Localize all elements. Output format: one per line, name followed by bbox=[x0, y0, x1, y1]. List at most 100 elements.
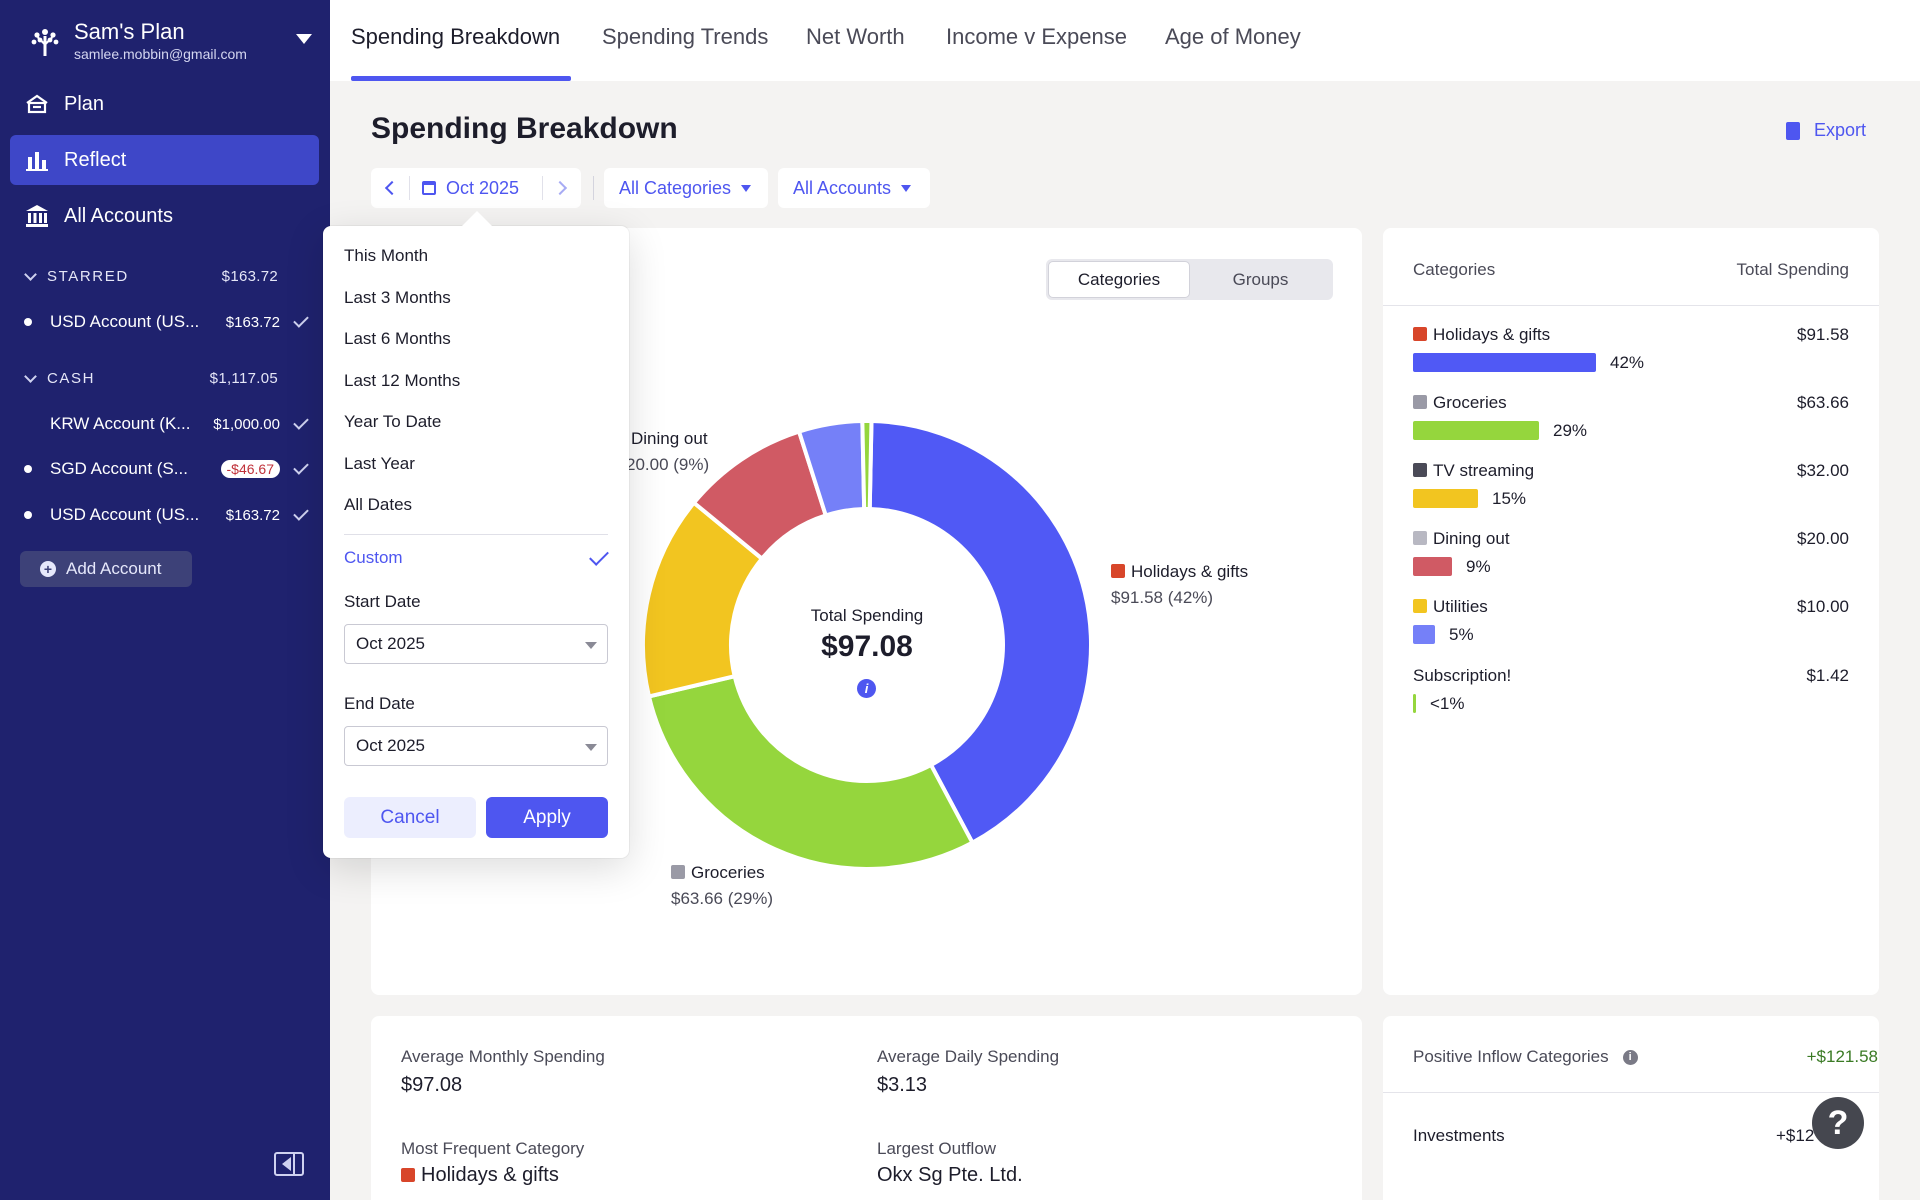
category-name: Subscription! bbox=[1413, 666, 1511, 686]
account-item[interactable]: USD Account (US... $163.72 bbox=[24, 500, 309, 530]
category-name-text: Dining out bbox=[1433, 529, 1510, 548]
tv-icon bbox=[1413, 463, 1427, 477]
group-label: CASH bbox=[47, 369, 96, 387]
category-percent: 29% bbox=[1553, 421, 1588, 440]
category-row[interactable]: Dining out $20.00 9% bbox=[1413, 529, 1849, 581]
account-balance: $163.72 bbox=[225, 313, 280, 331]
previous-month-button[interactable] bbox=[371, 168, 409, 208]
cart-icon bbox=[1413, 395, 1427, 409]
toggle-groups[interactable]: Groups bbox=[1232, 269, 1289, 289]
category-amount: $20.00 bbox=[1797, 529, 1849, 548]
gift-icon bbox=[401, 1168, 415, 1182]
category-row[interactable]: TV streaming $32.00 15% bbox=[1413, 461, 1849, 513]
donut-slice[interactable] bbox=[646, 673, 976, 871]
end-date-select[interactable]: Oct 2025 bbox=[344, 726, 608, 766]
nav-reflect-label: Reflect bbox=[64, 148, 127, 171]
export-button[interactable]: Export bbox=[1786, 120, 1866, 141]
donut-center-value: $97.08 bbox=[821, 630, 913, 663]
caret-down-icon bbox=[741, 184, 752, 192]
tab-age-of-money[interactable]: Age of Money bbox=[1165, 24, 1301, 49]
toggle-categories[interactable]: Categories bbox=[1048, 261, 1190, 298]
start-date-select[interactable]: Oct 2025 bbox=[344, 624, 608, 664]
option-year-to-date[interactable]: Year To Date bbox=[344, 412, 442, 431]
option-all-dates[interactable]: All Dates bbox=[344, 495, 413, 514]
chevron-down-icon bbox=[24, 369, 37, 383]
popover-arrow bbox=[462, 211, 492, 226]
option-last-3-months[interactable]: Last 3 Months bbox=[344, 288, 451, 307]
date-range-control: Oct 2025 bbox=[371, 168, 581, 208]
next-month-button[interactable] bbox=[543, 168, 581, 208]
avg-daily-label: Average Daily Spending bbox=[877, 1047, 1060, 1066]
category-bar bbox=[1413, 557, 1452, 576]
account-name: USD Account (US... bbox=[50, 505, 198, 524]
nav-reflect[interactable]: Reflect bbox=[10, 135, 319, 185]
account-name: USD Account (US... bbox=[50, 312, 198, 331]
account-name: KRW Account (K... bbox=[50, 414, 191, 433]
category-row[interactable]: Groceries $63.66 29% bbox=[1413, 393, 1849, 445]
category-bar bbox=[1413, 421, 1539, 440]
account-balance: $163.72 bbox=[225, 506, 280, 524]
collapse-sidebar-icon[interactable] bbox=[274, 1152, 304, 1176]
group-starred[interactable]: STARRED $163.72 bbox=[24, 264, 278, 288]
largest-outflow-value: Okx Sg Pte. Ltd. bbox=[877, 1164, 1023, 1186]
add-account-label: Add Account bbox=[66, 559, 162, 578]
start-date-label: Start Date bbox=[344, 592, 421, 611]
donut-slice[interactable] bbox=[860, 419, 874, 512]
category-percent: <1% bbox=[1430, 694, 1465, 713]
caret-down-icon bbox=[296, 34, 312, 44]
divider bbox=[1383, 1092, 1879, 1093]
group-cash[interactable]: CASH $1,117.05 bbox=[24, 366, 278, 390]
categories-filter[interactable]: All Categories bbox=[604, 168, 768, 208]
info-icon[interactable]: i bbox=[857, 679, 876, 698]
category-percent: 15% bbox=[1492, 489, 1527, 508]
status-dot bbox=[24, 511, 32, 519]
option-this-month[interactable]: This Month bbox=[344, 246, 429, 265]
category-name: Groceries bbox=[1413, 393, 1507, 413]
status-dot bbox=[24, 465, 32, 473]
category-row[interactable]: Subscription! $1.42 <1% bbox=[1413, 666, 1849, 718]
option-last-12-months[interactable]: Last 12 Months bbox=[344, 371, 461, 390]
date-picker-button[interactable]: Oct 2025 bbox=[409, 176, 543, 200]
account-balance-wrap: -$46.67 bbox=[198, 459, 280, 478]
tab-net-worth[interactable]: Net Worth bbox=[806, 24, 905, 49]
option-last-6-months[interactable]: Last 6 Months bbox=[344, 329, 451, 348]
help-button[interactable]: ? bbox=[1812, 1097, 1864, 1149]
avg-monthly-value: $97.08 bbox=[401, 1074, 463, 1096]
tab-spending-breakdown[interactable]: Spending Breakdown bbox=[351, 24, 561, 49]
donut-slice[interactable] bbox=[867, 419, 1093, 846]
cancel-button[interactable]: Cancel bbox=[344, 797, 476, 838]
category-percent: 42% bbox=[1610, 353, 1645, 372]
plan-email: samlee.mobbin@gmail.com bbox=[74, 46, 247, 62]
category-name-text: Subscription! bbox=[1413, 666, 1512, 685]
category-row[interactable]: Utilities $10.00 5% bbox=[1413, 597, 1849, 649]
callout-dining: Dining out 20.00 (9%) bbox=[626, 429, 709, 475]
category-name: Holidays & gifts bbox=[1413, 325, 1550, 345]
group-label: STARRED bbox=[47, 267, 129, 285]
inflow-label-text: Positive Inflow Categories bbox=[1413, 1047, 1609, 1066]
accounts-filter[interactable]: All Accounts bbox=[778, 168, 930, 208]
callout-holidays: Holidays & gifts $91.58 (42%) bbox=[1111, 562, 1248, 608]
nav-all-accounts[interactable]: All Accounts bbox=[10, 191, 319, 241]
account-item[interactable]: KRW Account (K... $1,000.00 bbox=[24, 409, 309, 439]
account-item[interactable]: SGD Account (S... -$46.67 bbox=[24, 454, 309, 484]
category-bar bbox=[1413, 694, 1416, 713]
option-custom[interactable]: Custom bbox=[344, 548, 403, 567]
tab-spending-trends[interactable]: Spending Trends bbox=[602, 24, 769, 49]
category-row[interactable]: Holidays & gifts $91.58 42% bbox=[1413, 325, 1849, 377]
category-percent: 5% bbox=[1449, 625, 1474, 644]
account-item[interactable]: USD Account (US... $163.72 bbox=[24, 307, 309, 337]
check-icon bbox=[293, 312, 309, 328]
negative-balance-badge: -$46.67 bbox=[220, 459, 280, 478]
nav-all-accounts-label: All Accounts bbox=[64, 204, 173, 227]
investments-label: Investments bbox=[1413, 1126, 1505, 1145]
category-amount: $91.58 bbox=[1797, 325, 1849, 344]
apply-button[interactable]: Apply bbox=[486, 797, 608, 838]
tab-income-v-expense[interactable]: Income v Expense bbox=[946, 24, 1127, 49]
info-icon[interactable]: i bbox=[1622, 1049, 1638, 1065]
option-last-year[interactable]: Last Year bbox=[344, 454, 415, 473]
report-tabs bbox=[330, 0, 1920, 81]
nav-plan[interactable]: Plan bbox=[10, 79, 319, 129]
add-account-button[interactable]: + Add Account bbox=[20, 551, 192, 587]
plan-switcher[interactable]: Sam's Plan samlee.mobbin@gmail.com bbox=[28, 16, 318, 66]
category-name-text: Holidays & gifts bbox=[1433, 325, 1551, 344]
